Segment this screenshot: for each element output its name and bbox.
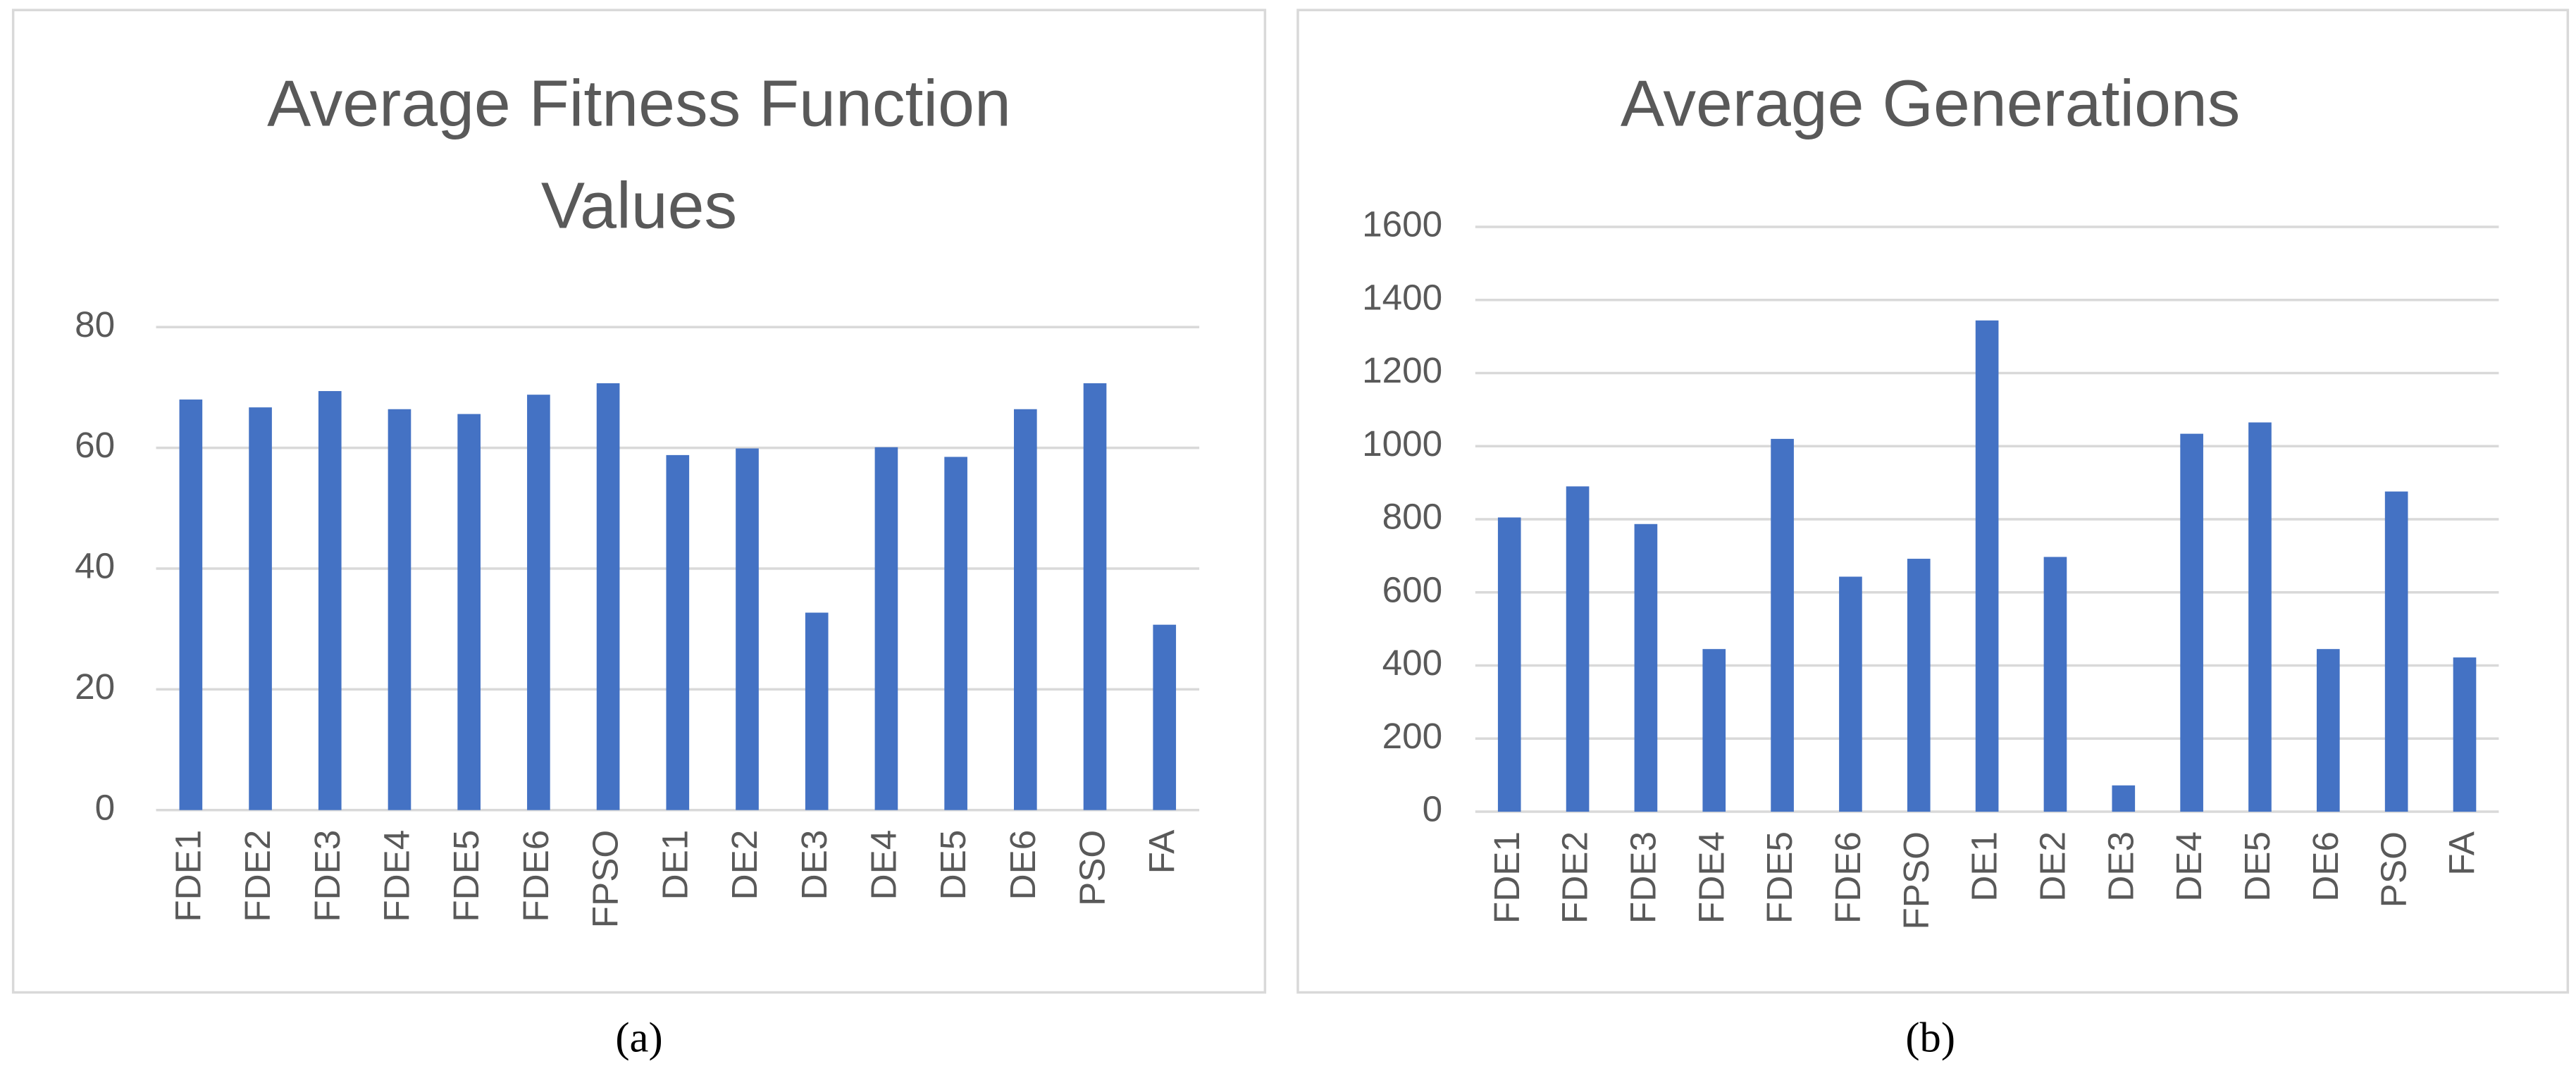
bar [596, 383, 620, 810]
y-tick-label: 1600 [1362, 204, 1442, 244]
bar [1153, 624, 1177, 810]
bar [1566, 486, 1590, 812]
x-tick-label: FDE3 [307, 830, 347, 922]
y-tick-label: 80 [75, 304, 115, 345]
y-tick-label: 200 [1382, 716, 1443, 756]
x-tick-label: FDE2 [1555, 831, 1595, 924]
bar [874, 447, 898, 810]
bar [249, 407, 272, 810]
x-tick-label: FDE5 [1759, 831, 1800, 924]
bar [1497, 517, 1521, 812]
chart-title: Average Fitness Function [267, 67, 1011, 140]
x-tick-label: DE3 [794, 830, 834, 900]
x-tick-label: DE4 [2169, 831, 2209, 902]
y-tick-label: 400 [1382, 643, 1443, 683]
x-tick-label: FA [1141, 829, 1182, 874]
bar [944, 457, 967, 810]
bar [2316, 649, 2340, 812]
bar [736, 448, 759, 810]
bar [318, 391, 342, 810]
x-tick-label: FDE4 [377, 830, 417, 922]
bar [1771, 438, 1794, 812]
x-tick-label: DE6 [2305, 831, 2346, 902]
x-tick-label: PSO [1072, 830, 1113, 906]
y-tick-label: 0 [1423, 789, 1443, 829]
bar [2384, 491, 2408, 812]
bar [1702, 649, 1726, 812]
x-tick-label: DE5 [933, 830, 973, 900]
x-tick-label: DE6 [1003, 830, 1043, 900]
x-tick-label: FDE1 [168, 830, 208, 922]
x-tick-label: FPSO [1896, 831, 1936, 930]
caption: (a) [615, 1014, 662, 1061]
x-tick-label: DE1 [1964, 831, 2005, 902]
x-tick-label: DE4 [863, 830, 903, 900]
x-tick-label: FDE1 [1487, 831, 1527, 924]
chart-title: Values [541, 168, 737, 242]
x-tick-label: FDE4 [1691, 831, 1731, 924]
x-tick-label: FDE2 [237, 830, 278, 922]
y-tick-label: 40 [75, 546, 115, 586]
bar [2112, 785, 2136, 812]
bar [457, 414, 481, 810]
x-tick-label: FDE3 [1623, 831, 1663, 924]
y-tick-label: 60 [75, 425, 115, 465]
caption: (b) [1905, 1014, 1955, 1061]
bar [1634, 523, 1658, 812]
x-tick-label: DE5 [2237, 831, 2277, 902]
x-tick-label: FDE6 [516, 830, 556, 922]
x-tick-label: PSO [2374, 831, 2414, 907]
chart-title: Average Generations [1621, 67, 2241, 140]
bar [179, 399, 203, 810]
y-tick-label: 1200 [1362, 350, 1442, 390]
x-tick-label: FDE5 [446, 830, 486, 922]
y-tick-label: 600 [1382, 569, 1443, 609]
bar [527, 395, 550, 810]
chart-frame [1296, 8, 2570, 994]
y-tick-label: 1000 [1362, 423, 1442, 464]
bar [2453, 657, 2477, 812]
bar [388, 409, 411, 810]
y-tick-label: 1400 [1362, 277, 1442, 317]
x-tick-label: FPSO [586, 830, 626, 929]
x-tick-label: DE2 [2032, 831, 2072, 902]
x-tick-label: DE3 [2100, 831, 2141, 902]
bar [1083, 383, 1107, 810]
bar [2180, 433, 2203, 812]
bar [805, 612, 829, 810]
bar [1907, 559, 1931, 812]
bar [2248, 422, 2272, 812]
bar [1014, 409, 1037, 810]
x-tick-label: DE2 [724, 830, 764, 900]
y-tick-label: 20 [75, 667, 115, 707]
y-tick-label: 0 [95, 787, 116, 827]
x-tick-label: FDE6 [1828, 831, 1868, 924]
bar [666, 454, 690, 810]
bar [1839, 576, 1862, 812]
bar [2043, 557, 2067, 812]
x-tick-label: FA [2442, 831, 2482, 875]
bar [1975, 320, 1999, 812]
chart-frame [11, 8, 1267, 994]
y-tick-label: 800 [1382, 497, 1443, 537]
x-tick-label: DE1 [655, 830, 695, 900]
